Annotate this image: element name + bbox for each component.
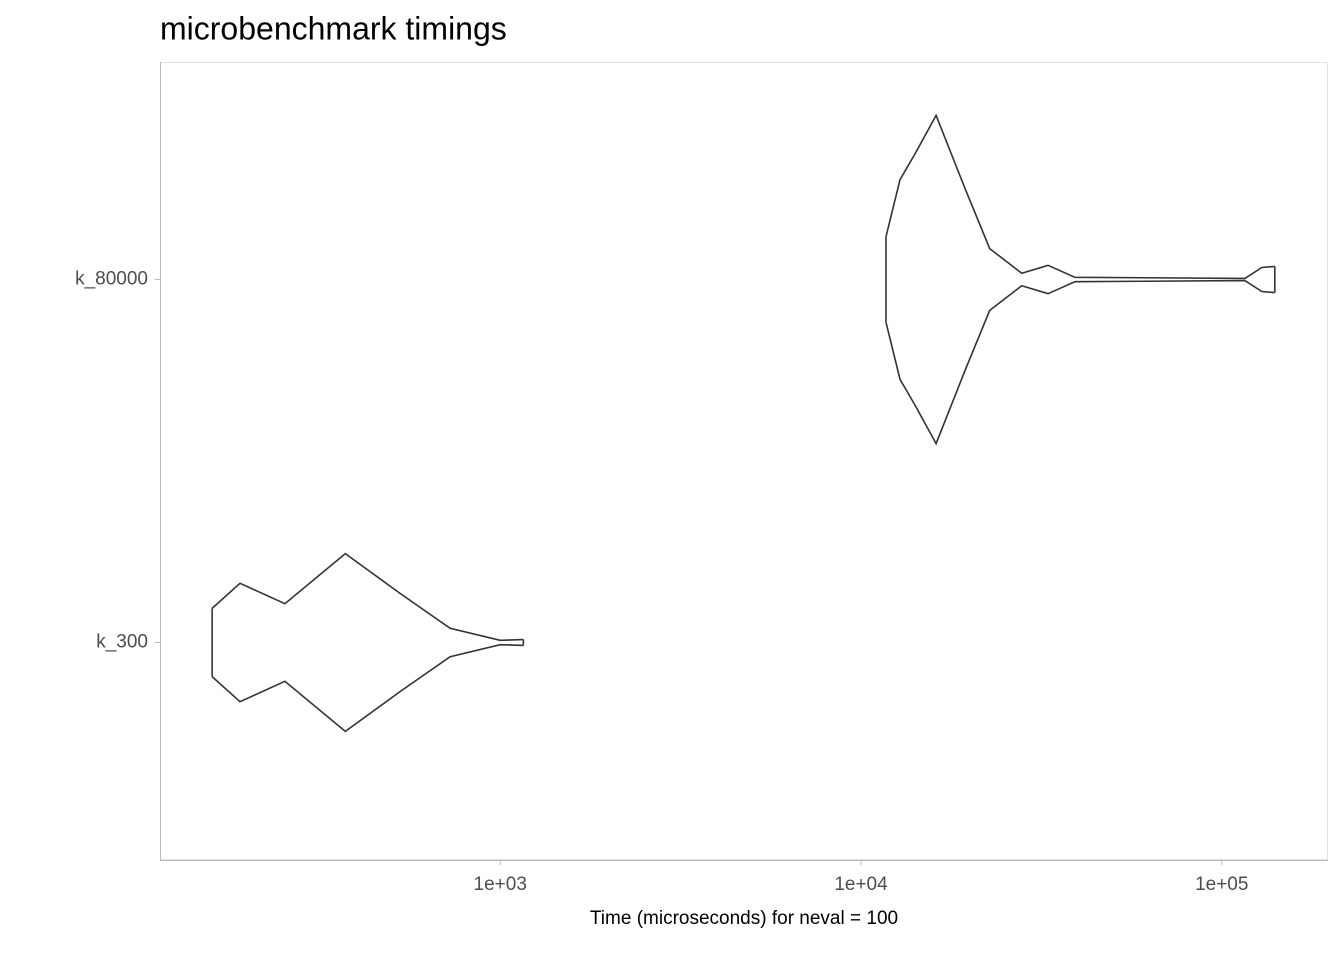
panel-border xyxy=(160,62,1328,860)
x-tick-label: 1e+04 xyxy=(834,874,888,895)
chart-title: microbenchmark timings xyxy=(160,10,507,46)
violin-half xyxy=(885,279,1275,446)
violin-half xyxy=(211,643,524,733)
x-axis-title: Time (microseconds) for neval = 100 xyxy=(590,908,898,929)
violin-half xyxy=(885,113,1275,280)
x-tick-label: 1e+05 xyxy=(1195,874,1248,895)
violin-half xyxy=(211,552,524,642)
y-tick-label: k_80000 xyxy=(75,269,148,290)
y-tick-label: k_300 xyxy=(96,632,148,653)
x-tick-label: 1e+03 xyxy=(474,874,527,895)
